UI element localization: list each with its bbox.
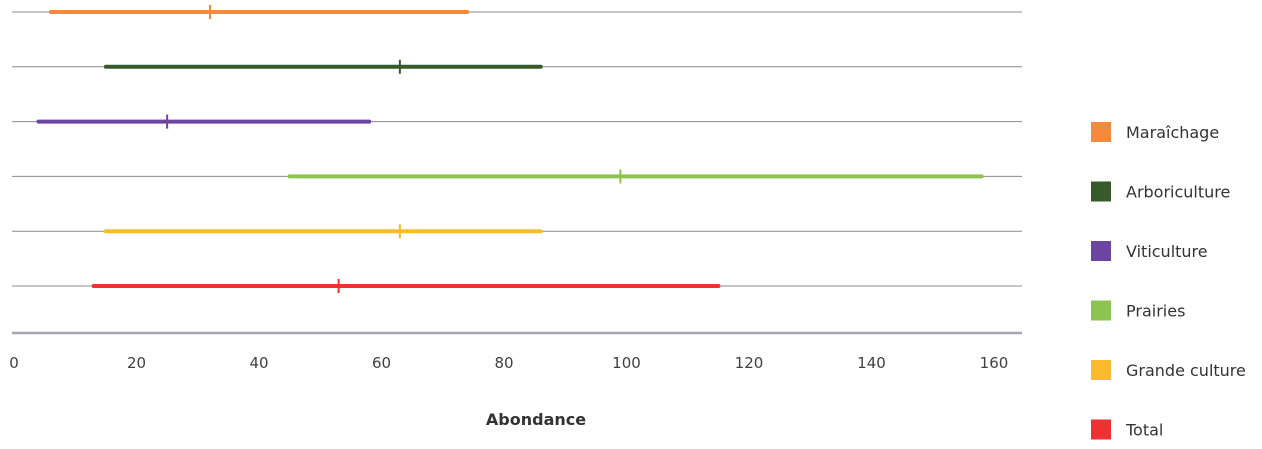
gridlines xyxy=(12,11,1022,287)
legend-swatch xyxy=(1091,241,1111,261)
legend-label: Viticulture xyxy=(1126,242,1208,261)
legend-label: Total xyxy=(1125,421,1163,440)
x-axis-title: Abondance xyxy=(486,410,586,429)
x-tick-label: 20 xyxy=(127,354,146,372)
legend-label: Maraîchage xyxy=(1126,123,1219,142)
legend-label: Arboriculture xyxy=(1126,183,1230,202)
x-tick-label: 100 xyxy=(612,354,641,372)
x-tick-label: 60 xyxy=(372,354,391,372)
legend-item-total: Total xyxy=(1091,419,1163,440)
x-tick-label: 40 xyxy=(249,354,268,372)
legend-item-mara-chage: Maraîchage xyxy=(1091,122,1219,142)
legend-swatch xyxy=(1091,300,1111,321)
x-tick-label: 0 xyxy=(9,354,19,372)
x-tick-label: 80 xyxy=(494,354,513,372)
legend-item-prairies: Prairies xyxy=(1091,300,1185,321)
legend-swatch xyxy=(1091,360,1111,380)
legend-item-arboriculture: Arboriculture xyxy=(1091,181,1230,202)
x-tick-label: 120 xyxy=(735,354,764,372)
legend-item-grande-culture: Grande culture xyxy=(1091,360,1246,380)
x-axis: 0 20 40 60 80 100 120 140 160 xyxy=(9,331,1022,372)
legend-item-viticulture: Viticulture xyxy=(1091,241,1208,261)
legend: Maraîchage Arboriculture Viticulture Prairi… xyxy=(1091,122,1246,440)
legend-swatch xyxy=(1091,181,1111,202)
legend-swatch xyxy=(1091,419,1111,440)
x-tick-label: 140 xyxy=(857,354,886,372)
legend-label: Prairies xyxy=(1126,302,1185,321)
range-bars xyxy=(36,5,984,293)
legend-swatch xyxy=(1091,122,1111,142)
x-tick-label: 160 xyxy=(980,354,1009,372)
legend-label: Grande culture xyxy=(1126,361,1246,380)
